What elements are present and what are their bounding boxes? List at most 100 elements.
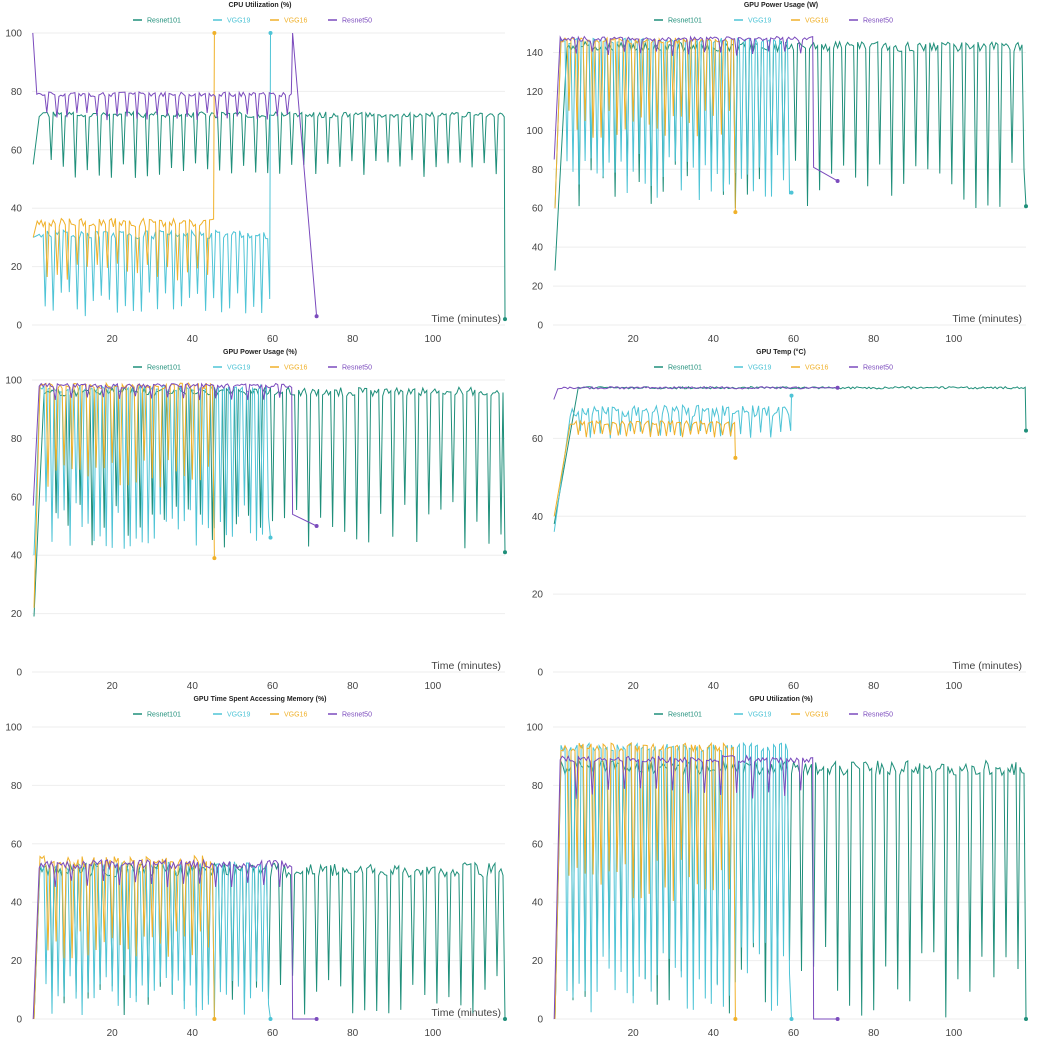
series-line-resnet101[interactable] [32,110,506,320]
legend-item-vgg19[interactable]: VGG19 [734,18,771,25]
series-line-resnet50[interactable] [553,754,838,1020]
series-line-resnet50[interactable] [32,382,317,527]
legend-label: Resnet101 [668,712,702,719]
legend-item-resnet101[interactable]: Resnet101 [133,365,181,372]
series-line-vgg16[interactable] [553,419,736,517]
series-line-resnet101[interactable] [33,861,506,1020]
x-tick-label: 60 [267,334,279,345]
legend-label: VGG16 [805,18,828,25]
legend-item-vgg16[interactable]: VGG16 [791,365,828,372]
y-tick-label: 60 [11,145,23,156]
series-line-resnet50[interactable] [553,35,838,182]
y-tick-label: 80 [11,781,23,792]
legend-label: Resnet101 [147,365,181,372]
x-tick-label: 100 [425,681,442,692]
series-line-vgg16[interactable] [32,32,215,281]
x-axis-label: Time (minutes) [431,313,501,325]
legend-item-vgg16[interactable]: VGG16 [791,18,828,25]
chart-svg: GPU Time Spent Accessing Memory (%) Resne… [5,696,507,1039]
legend-item-resnet50[interactable]: Resnet50 [328,365,372,372]
series-end-point [835,1017,840,1021]
series-line-resnet101[interactable] [554,40,1027,271]
series-end-point [1024,428,1028,433]
legend-item-resnet50[interactable]: Resnet50 [849,365,893,372]
y-tick-label: 20 [11,609,23,620]
legend-item-resnet101[interactable]: Resnet101 [654,18,702,25]
x-axis-label: Time (minutes) [431,660,501,672]
y-tick-label: 40 [532,512,544,523]
y-tick-label: 80 [532,781,544,792]
legend-item-vgg19[interactable]: VGG19 [213,365,250,372]
series-line-vgg19[interactable] [33,383,271,556]
y-tick-label: 20 [532,956,544,967]
chart-title: GPU Utilization (%) [749,696,812,703]
x-tick-label: 60 [267,681,279,692]
legend-label: Resnet50 [863,712,893,719]
y-tick-label: 100 [526,126,543,137]
legend-item-vgg19[interactable]: VGG19 [213,712,250,719]
y-tick-label: 80 [532,165,544,176]
y-tick-label: 100 [526,723,543,734]
y-tick-label: 60 [532,434,544,445]
series-line-vgg19[interactable] [33,861,271,1020]
legend-label: VGG16 [284,712,307,719]
legend-item-resnet101[interactable]: Resnet101 [133,18,181,25]
x-tick-label: 80 [868,334,880,345]
series-line-vgg19[interactable] [553,395,792,532]
series-line-resnet101[interactable] [33,385,506,617]
series-end-point [268,1017,273,1021]
legend-item-resnet50[interactable]: Resnet50 [849,18,893,25]
x-tick-label: 60 [788,681,800,692]
series-line-resnet50[interactable] [553,385,838,400]
legend-label: Resnet50 [342,18,372,25]
series-end-point [212,1017,217,1021]
series-line-resnet50[interactable] [32,32,318,317]
series-line-resnet101[interactable] [554,759,1027,1020]
x-tick-label: 100 [946,1028,963,1039]
legend-item-vgg16[interactable]: VGG16 [270,18,307,25]
x-axis-label: Time (minutes) [431,1007,501,1019]
series-end-point [835,178,840,183]
chart-svg: GPU Utilization (%) Resnet101 VGG19 VGG16 Re… [526,696,1028,1039]
x-tick-label: 20 [628,681,640,692]
y-tick-label: 40 [532,898,544,909]
series-line-vgg19[interactable] [554,37,792,209]
legend-label: VGG19 [748,365,771,372]
legend-item-resnet50[interactable]: Resnet50 [328,18,372,25]
y-tick-label: 60 [532,839,544,850]
series-end-point [503,317,507,322]
series-line-resnet101[interactable] [553,386,1027,525]
legend-item-resnet101[interactable]: Resnet101 [654,365,702,372]
series-line-vgg16[interactable] [33,381,215,608]
legend-item-resnet101[interactable]: Resnet101 [133,712,181,719]
series-end-point [212,556,217,561]
chart-title: GPU Power Usage (W) [744,2,818,9]
legend-item-resnet50[interactable]: Resnet50 [849,712,893,719]
legend-item-vgg19[interactable]: VGG19 [213,18,250,25]
x-tick-label: 20 [107,681,119,692]
y-tick-label: 100 [5,723,22,734]
legend-item-vgg19[interactable]: VGG19 [734,712,771,719]
series-line-vgg16[interactable] [554,36,736,213]
legend-item-vgg16[interactable]: VGG16 [791,712,828,719]
chart-svg: GPU Power Usage (%) Resnet101 VGG19 VGG16 Re… [5,349,507,692]
legend-label: VGG16 [284,365,307,372]
series-line-resnet50[interactable] [32,858,317,1020]
y-tick-label: 40 [11,898,23,909]
y-tick-label: 20 [11,262,23,273]
legend-label: Resnet50 [342,365,372,372]
legend-item-vgg16[interactable]: VGG16 [270,365,307,372]
series-line-vgg16[interactable] [554,741,736,1020]
y-tick-label: 140 [526,48,543,59]
legend-item-resnet101[interactable]: Resnet101 [654,712,702,719]
legend-item-vgg19[interactable]: VGG19 [734,365,771,372]
y-tick-label: 40 [11,204,23,215]
series-line-vgg19[interactable] [32,32,271,317]
series-line-vgg16[interactable] [33,854,215,1020]
legend-item-vgg16[interactable]: VGG16 [270,712,307,719]
x-tick-label: 20 [628,334,640,345]
legend-item-resnet50[interactable]: Resnet50 [328,712,372,719]
y-tick-label: 100 [5,376,22,387]
x-tick-label: 80 [868,681,880,692]
